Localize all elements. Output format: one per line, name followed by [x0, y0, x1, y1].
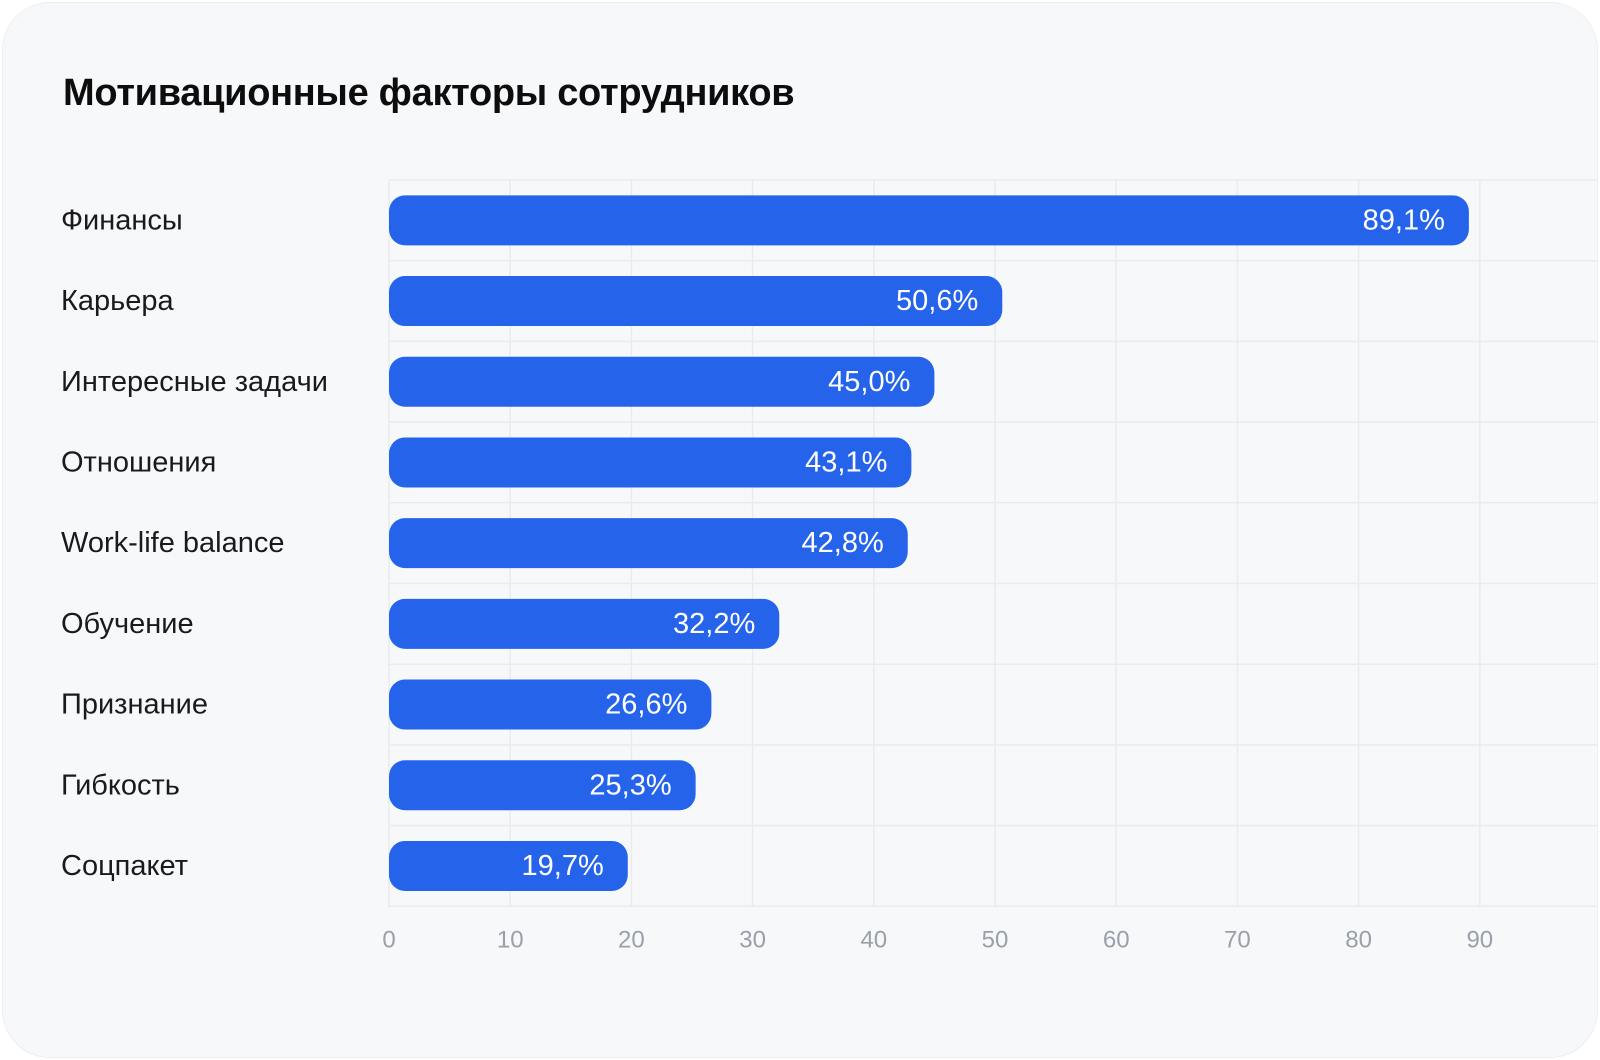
value-label: 50,6% — [896, 285, 978, 317]
x-tick-label: 10 — [497, 927, 524, 954]
bar — [389, 276, 1003, 327]
x-tick-label: 90 — [1466, 927, 1493, 954]
grid — [388, 179, 1598, 908]
value-label: 89,1% — [1363, 204, 1445, 236]
bar — [389, 437, 912, 488]
x-tick-label: 30 — [739, 927, 766, 954]
value-label: 45,0% — [828, 366, 910, 398]
bar — [389, 195, 1469, 246]
x-tick-label: 60 — [1103, 927, 1130, 954]
value-label: 25,3% — [589, 769, 671, 801]
value-label: 43,1% — [805, 446, 887, 478]
x-tick-label: 40 — [860, 927, 887, 954]
chart-title: Мотивационные факторы сотрудников — [63, 72, 795, 114]
value-label: 26,6% — [605, 689, 687, 721]
bar — [389, 598, 780, 649]
x-tick-label: 20 — [618, 927, 645, 954]
bar — [389, 840, 628, 891]
category-label: Карьера — [61, 285, 175, 317]
category-label: Work-life balance — [61, 527, 285, 559]
x-tick-label: 0 — [382, 927, 395, 954]
x-tick-label: 50 — [982, 927, 1009, 954]
category-label: Финансы — [61, 204, 183, 236]
value-label: 32,2% — [673, 608, 755, 640]
category-label: Интересные задачи — [61, 366, 328, 398]
bar — [389, 356, 935, 407]
category-label: Гибкость — [61, 769, 180, 801]
category-label: Признание — [61, 689, 208, 721]
category-label: Соцпакет — [61, 850, 188, 882]
value-label: 19,7% — [522, 850, 604, 882]
bar — [389, 518, 908, 569]
bar — [389, 760, 696, 811]
x-tick-label: 70 — [1224, 927, 1251, 954]
value-label: 42,8% — [802, 527, 884, 559]
category-label: Отношения — [61, 446, 216, 478]
x-tick-label: 80 — [1345, 927, 1372, 954]
category-label: Обучение — [61, 608, 194, 640]
bar — [389, 679, 712, 730]
